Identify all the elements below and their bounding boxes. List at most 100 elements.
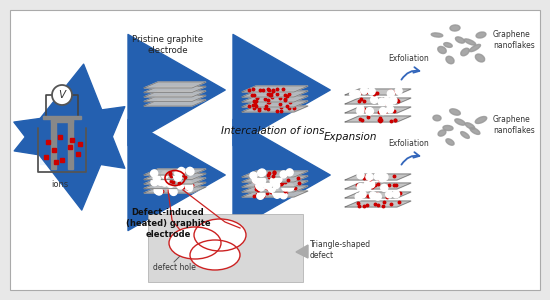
Circle shape [274, 191, 280, 198]
Circle shape [264, 182, 271, 189]
Circle shape [272, 189, 279, 196]
Circle shape [168, 186, 174, 193]
Ellipse shape [461, 48, 469, 56]
Text: V: V [58, 90, 65, 100]
Polygon shape [144, 173, 206, 179]
Ellipse shape [433, 115, 441, 121]
Polygon shape [345, 107, 411, 113]
Circle shape [355, 193, 362, 200]
Polygon shape [345, 192, 411, 198]
Polygon shape [144, 100, 206, 106]
Polygon shape [144, 91, 206, 97]
Circle shape [354, 91, 360, 98]
Ellipse shape [431, 33, 443, 37]
Circle shape [186, 167, 194, 174]
Circle shape [258, 177, 266, 184]
Circle shape [157, 178, 164, 185]
Circle shape [357, 106, 364, 112]
Text: Defect-induced
(heated) graphite
electrode: Defect-induced (heated) graphite electro… [126, 208, 210, 239]
Circle shape [287, 184, 294, 191]
Circle shape [378, 98, 386, 105]
Ellipse shape [443, 125, 453, 130]
Circle shape [258, 191, 265, 198]
Circle shape [265, 182, 272, 189]
Circle shape [250, 172, 257, 179]
Circle shape [360, 184, 367, 191]
Circle shape [386, 191, 393, 198]
Circle shape [381, 184, 388, 191]
Polygon shape [51, 119, 73, 122]
Polygon shape [242, 101, 308, 107]
Ellipse shape [169, 227, 221, 259]
Polygon shape [242, 181, 308, 187]
Circle shape [156, 188, 163, 195]
Circle shape [357, 108, 364, 115]
Circle shape [270, 178, 277, 184]
Polygon shape [51, 120, 56, 169]
Polygon shape [144, 86, 206, 92]
Polygon shape [242, 176, 308, 182]
Polygon shape [242, 86, 308, 92]
Circle shape [383, 98, 390, 104]
Circle shape [173, 171, 180, 178]
Ellipse shape [438, 46, 446, 53]
Circle shape [178, 167, 185, 174]
Circle shape [275, 176, 282, 182]
Polygon shape [242, 96, 308, 102]
Text: Intercalation of ions: Intercalation of ions [221, 126, 324, 136]
Ellipse shape [475, 116, 487, 124]
Circle shape [185, 181, 192, 188]
Circle shape [153, 175, 160, 182]
Circle shape [167, 180, 174, 188]
Circle shape [175, 170, 182, 177]
Circle shape [366, 173, 373, 180]
Text: Triangle-shaped
defect: Triangle-shaped defect [310, 240, 371, 260]
Circle shape [378, 175, 386, 182]
Circle shape [161, 171, 168, 178]
Text: ions: ions [51, 180, 69, 189]
Text: Expansion: Expansion [323, 132, 377, 142]
Ellipse shape [470, 128, 480, 134]
Circle shape [185, 183, 192, 190]
FancyBboxPatch shape [148, 214, 303, 282]
Circle shape [258, 169, 266, 176]
Circle shape [390, 97, 397, 104]
Polygon shape [345, 174, 411, 180]
Circle shape [258, 169, 265, 176]
Circle shape [350, 90, 357, 98]
Circle shape [151, 170, 158, 177]
Circle shape [285, 184, 292, 191]
Circle shape [286, 169, 293, 176]
Circle shape [175, 174, 182, 181]
Circle shape [156, 177, 163, 184]
Ellipse shape [470, 44, 481, 52]
Circle shape [386, 100, 393, 106]
Polygon shape [68, 120, 73, 169]
Circle shape [366, 108, 373, 115]
Text: Exfoliation: Exfoliation [389, 54, 430, 63]
Polygon shape [144, 178, 206, 184]
Circle shape [387, 90, 394, 97]
Polygon shape [345, 98, 411, 104]
Polygon shape [242, 106, 308, 112]
Circle shape [282, 184, 289, 191]
Ellipse shape [455, 119, 465, 125]
Ellipse shape [465, 123, 475, 129]
Circle shape [257, 192, 264, 199]
Circle shape [387, 106, 394, 113]
Circle shape [52, 85, 72, 105]
Circle shape [366, 108, 373, 115]
Circle shape [364, 181, 371, 188]
Ellipse shape [444, 43, 452, 47]
Circle shape [257, 184, 265, 191]
Ellipse shape [476, 32, 486, 38]
Circle shape [162, 177, 169, 184]
Ellipse shape [438, 130, 446, 136]
Polygon shape [345, 183, 411, 189]
Circle shape [368, 88, 375, 95]
Text: Graphene
nanoflakes: Graphene nanoflakes [493, 30, 535, 50]
Polygon shape [296, 245, 308, 258]
Circle shape [151, 179, 158, 186]
Polygon shape [144, 95, 206, 101]
Circle shape [185, 185, 192, 192]
